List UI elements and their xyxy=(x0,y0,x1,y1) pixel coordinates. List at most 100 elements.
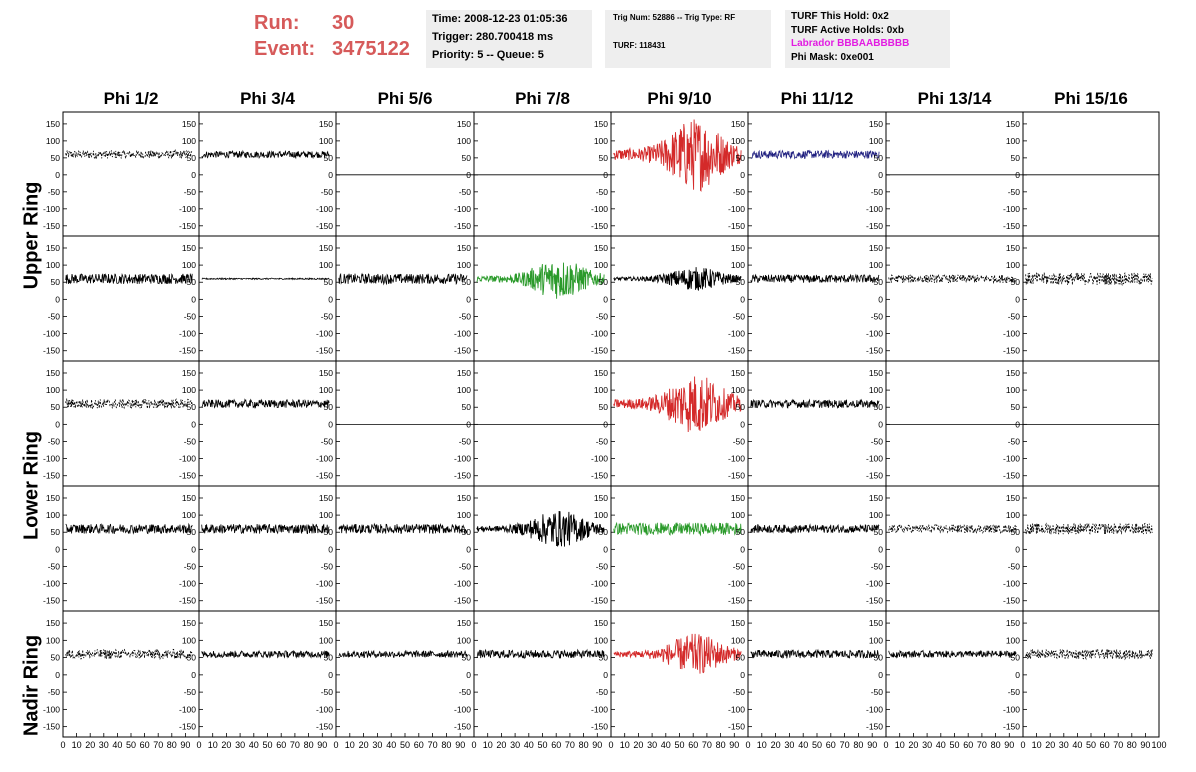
y-tick-label: 150 xyxy=(457,493,471,503)
y-tick-label: -150 xyxy=(316,346,333,356)
y-tick-label: 100 xyxy=(869,136,883,146)
y-tick-label: -100 xyxy=(43,454,60,464)
y-tick-label: -100 xyxy=(728,204,745,214)
y-tick-label: 150 xyxy=(1006,243,1020,253)
x-tick-label: 60 xyxy=(963,740,973,750)
y-tick-label: -50 xyxy=(1008,561,1021,571)
x-tick-label: 60 xyxy=(276,740,286,750)
y-tick-label: -100 xyxy=(866,329,883,339)
column-title: Phi 5/6 xyxy=(378,89,433,108)
y-tick-label: 0 xyxy=(878,544,883,554)
y-tick-label: 50 xyxy=(324,277,334,287)
y-tick-label: 100 xyxy=(594,635,608,645)
column-title: Phi 11/12 xyxy=(781,89,854,108)
y-tick-label: 100 xyxy=(594,510,608,520)
panel-frame xyxy=(335,111,475,237)
y-tick-label: -100 xyxy=(179,454,196,464)
y-tick-label: 150 xyxy=(46,243,60,253)
panel-frame xyxy=(62,360,200,487)
waveform-trace xyxy=(65,522,193,535)
y-tick-label: 150 xyxy=(594,368,608,378)
waveform-trace xyxy=(476,648,605,659)
waveform-trace xyxy=(201,523,330,535)
y-tick-label: -150 xyxy=(454,471,471,481)
y-tick-label: 100 xyxy=(182,635,196,645)
y-tick-label: 0 xyxy=(55,170,60,180)
y-tick-label: 50 xyxy=(599,527,609,537)
y-tick-label: 150 xyxy=(731,243,745,253)
panel-frame xyxy=(198,610,337,738)
y-tick-label: -150 xyxy=(591,471,608,481)
y-tick-label: -50 xyxy=(1008,311,1021,321)
y-tick-label: 0 xyxy=(878,419,883,429)
y-tick-label: -150 xyxy=(591,596,608,606)
x-tick-label: 80 xyxy=(441,740,451,750)
y-tick-label: 50 xyxy=(736,527,746,537)
y-tick-label: 150 xyxy=(457,119,471,129)
y-tick-label: -150 xyxy=(866,722,883,732)
y-tick-label: -50 xyxy=(1008,687,1021,697)
y-tick-label: -150 xyxy=(454,596,471,606)
panel-frame xyxy=(335,610,475,738)
y-tick-label: 0 xyxy=(55,294,60,304)
panel-frame xyxy=(747,235,887,362)
y-tick-label: -150 xyxy=(866,471,883,481)
panel-frame xyxy=(1022,235,1160,362)
x-tick-label: 40 xyxy=(1072,740,1082,750)
y-tick-label: 50 xyxy=(51,153,61,163)
y-tick-label: 0 xyxy=(603,544,608,554)
y-tick-label: -50 xyxy=(733,561,746,571)
y-tick-label: 0 xyxy=(191,544,196,554)
x-tick-label: 0 xyxy=(471,740,476,750)
y-tick-label: 0 xyxy=(603,170,608,180)
x-tick-label: 10 xyxy=(345,740,355,750)
panel-frame xyxy=(747,610,887,738)
y-tick-label: 50 xyxy=(324,402,334,412)
y-tick-label: 150 xyxy=(869,493,883,503)
x-tick-label: 20 xyxy=(771,740,781,750)
y-tick-label: 150 xyxy=(869,243,883,253)
y-tick-label: 0 xyxy=(191,170,196,180)
y-tick-label: -50 xyxy=(596,436,609,446)
y-tick-label: -100 xyxy=(728,329,745,339)
panel-frame xyxy=(610,485,749,612)
x-tick-label: 0 xyxy=(883,740,888,750)
y-tick-label: -50 xyxy=(459,311,472,321)
y-tick-label: 0 xyxy=(740,670,745,680)
y-tick-label: 150 xyxy=(319,618,333,628)
y-tick-label: -50 xyxy=(733,311,746,321)
panel-frame xyxy=(335,485,475,612)
y-tick-label: 150 xyxy=(594,243,608,253)
turf-text: TURF: 118431 xyxy=(613,41,666,50)
y-tick-label: -150 xyxy=(454,346,471,356)
y-tick-label: 100 xyxy=(731,136,745,146)
y-tick-label: -50 xyxy=(871,187,884,197)
y-tick-label: 100 xyxy=(731,510,745,520)
y-tick-label: -100 xyxy=(591,204,608,214)
y-tick-label: -50 xyxy=(871,687,884,697)
y-tick-label: 150 xyxy=(182,119,196,129)
y-tick-label: 100 xyxy=(869,260,883,270)
x-tick-label: 80 xyxy=(167,740,177,750)
y-tick-label: 0 xyxy=(55,670,60,680)
y-tick-label: -50 xyxy=(596,687,609,697)
y-tick-label: 150 xyxy=(46,119,60,129)
panel-frame xyxy=(335,360,475,487)
y-tick-label: 50 xyxy=(874,402,884,412)
waveform-trace xyxy=(65,397,193,410)
x-tick-label: 90 xyxy=(592,740,602,750)
panel-frame xyxy=(473,610,612,738)
y-tick-label: 50 xyxy=(1011,402,1021,412)
y-tick-label: 0 xyxy=(1015,170,1020,180)
y-tick-label: -100 xyxy=(316,579,333,589)
panel-frame xyxy=(198,111,337,237)
y-tick-label: -100 xyxy=(591,579,608,589)
y-tick-label: 0 xyxy=(1015,419,1020,429)
y-tick-label: 0 xyxy=(878,294,883,304)
panel-frame xyxy=(610,610,749,738)
y-tick-label: 0 xyxy=(466,294,471,304)
panel-frame xyxy=(62,485,200,612)
y-tick-label: 50 xyxy=(462,527,472,537)
y-tick-label: 100 xyxy=(319,136,333,146)
panel-frame xyxy=(473,485,612,612)
